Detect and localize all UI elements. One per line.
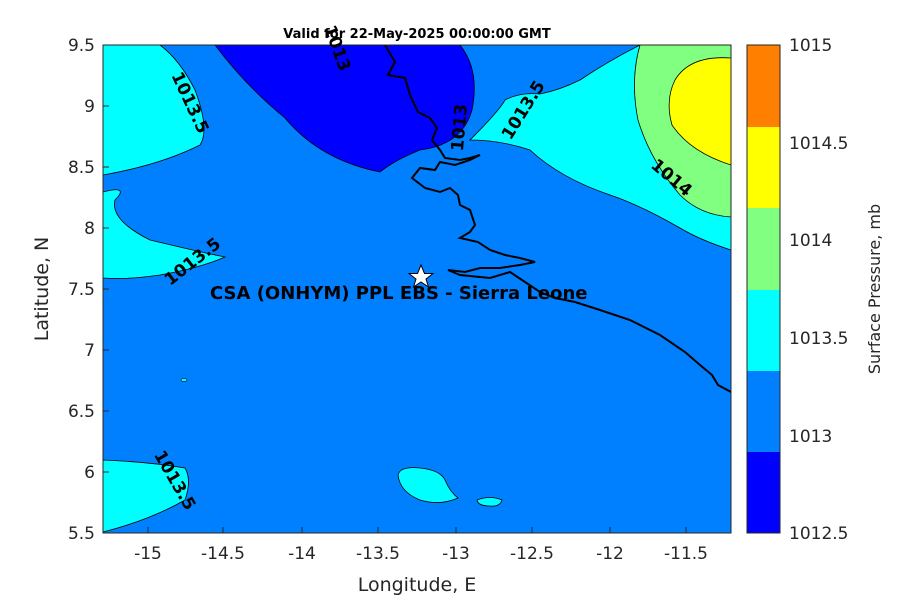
- colorbar-frame: [746, 44, 781, 534]
- colorbar-segment-1014-5-1015: [747, 45, 780, 127]
- colorbar-tick-label: 1012.5: [789, 524, 848, 544]
- colorbar-segment-1014-1014-5: [747, 127, 780, 208]
- pressure-band-1012-5: [214, 45, 475, 173]
- colorbar-label: Surface Pressure, mb: [865, 204, 884, 374]
- x-tick-label: -15: [134, 544, 162, 564]
- contour-label: 1013: [448, 103, 472, 152]
- colorbar-segment-lowest: [747, 452, 780, 533]
- x-tick-label: -14.5: [201, 544, 245, 564]
- x-tick-label: -13.5: [356, 544, 400, 564]
- y-tick-label: 9.5: [68, 36, 95, 56]
- y-axis-label: Latitude, N: [31, 237, 53, 342]
- x-tick-label: -12: [596, 544, 624, 564]
- x-axis-label: Longitude, E: [358, 574, 477, 596]
- pressure-island-1: [397, 467, 459, 503]
- pressure-band-1013-5-nw: [103, 45, 205, 176]
- x-tick-labels: -15 -14.5 -14 -13.5 -13 -12.5 -12 -11.5: [134, 544, 708, 564]
- x-tick-marks: [147, 527, 687, 533]
- y-tick-label: 8.5: [68, 158, 95, 178]
- coastline: [384, 45, 731, 393]
- y-tick-label: 7.5: [68, 280, 95, 300]
- y-tick-labels: 9.5 9 8.5 8 7.5 7 6.5 6 5.5: [68, 36, 95, 544]
- x-tick-label: -11.5: [664, 544, 708, 564]
- colorbar-tick-label: 1013.5: [789, 329, 848, 349]
- x-tick-label: -13: [442, 544, 470, 564]
- site-label: CSA (ONHYM) PPL EBS - Sierra Leone: [210, 283, 587, 304]
- chart-title: Valid for 22-May-2025 00:00:00 GMT: [283, 27, 551, 42]
- y-tick-label: 5.5: [68, 524, 95, 544]
- colorbar-segment-1013-1013-5: [747, 290, 780, 371]
- pressure-band-1014-5: [668, 57, 731, 166]
- pressure-island-3: [180, 378, 188, 382]
- pressure-band-1013-5-w: [103, 189, 227, 279]
- y-tick-label: 9: [84, 97, 95, 117]
- colorbar-tick-label: 1015: [789, 36, 832, 56]
- pressure-band-1013-5-sw: [103, 459, 189, 533]
- y-tick-label: 7: [84, 341, 95, 361]
- colorbar-tick-label: 1014.5: [789, 134, 848, 154]
- y-tick-label: 8: [84, 219, 95, 239]
- colorbar-segment-1012-5-1013: [747, 371, 780, 452]
- colorbar-tick-label: 1014: [789, 231, 832, 251]
- colorbar-segment-1013-5-1014: [747, 208, 780, 290]
- y-tick-marks: [103, 44, 109, 534]
- colorbar: [746, 44, 781, 534]
- x-tick-label: -12.5: [510, 544, 554, 564]
- colorbar-tick-label: 1013: [789, 427, 832, 447]
- site-star-icon: [407, 263, 435, 289]
- x-tick-label: -14: [288, 544, 316, 564]
- pressure-island-2: [476, 497, 503, 507]
- colorbar-tick-labels: 1015 1014.5 1014 1013.5 1013 1012.5: [789, 36, 848, 544]
- contour-plot: [103, 45, 731, 533]
- y-tick-label: 6: [84, 463, 95, 483]
- y-tick-label: 6.5: [68, 402, 95, 422]
